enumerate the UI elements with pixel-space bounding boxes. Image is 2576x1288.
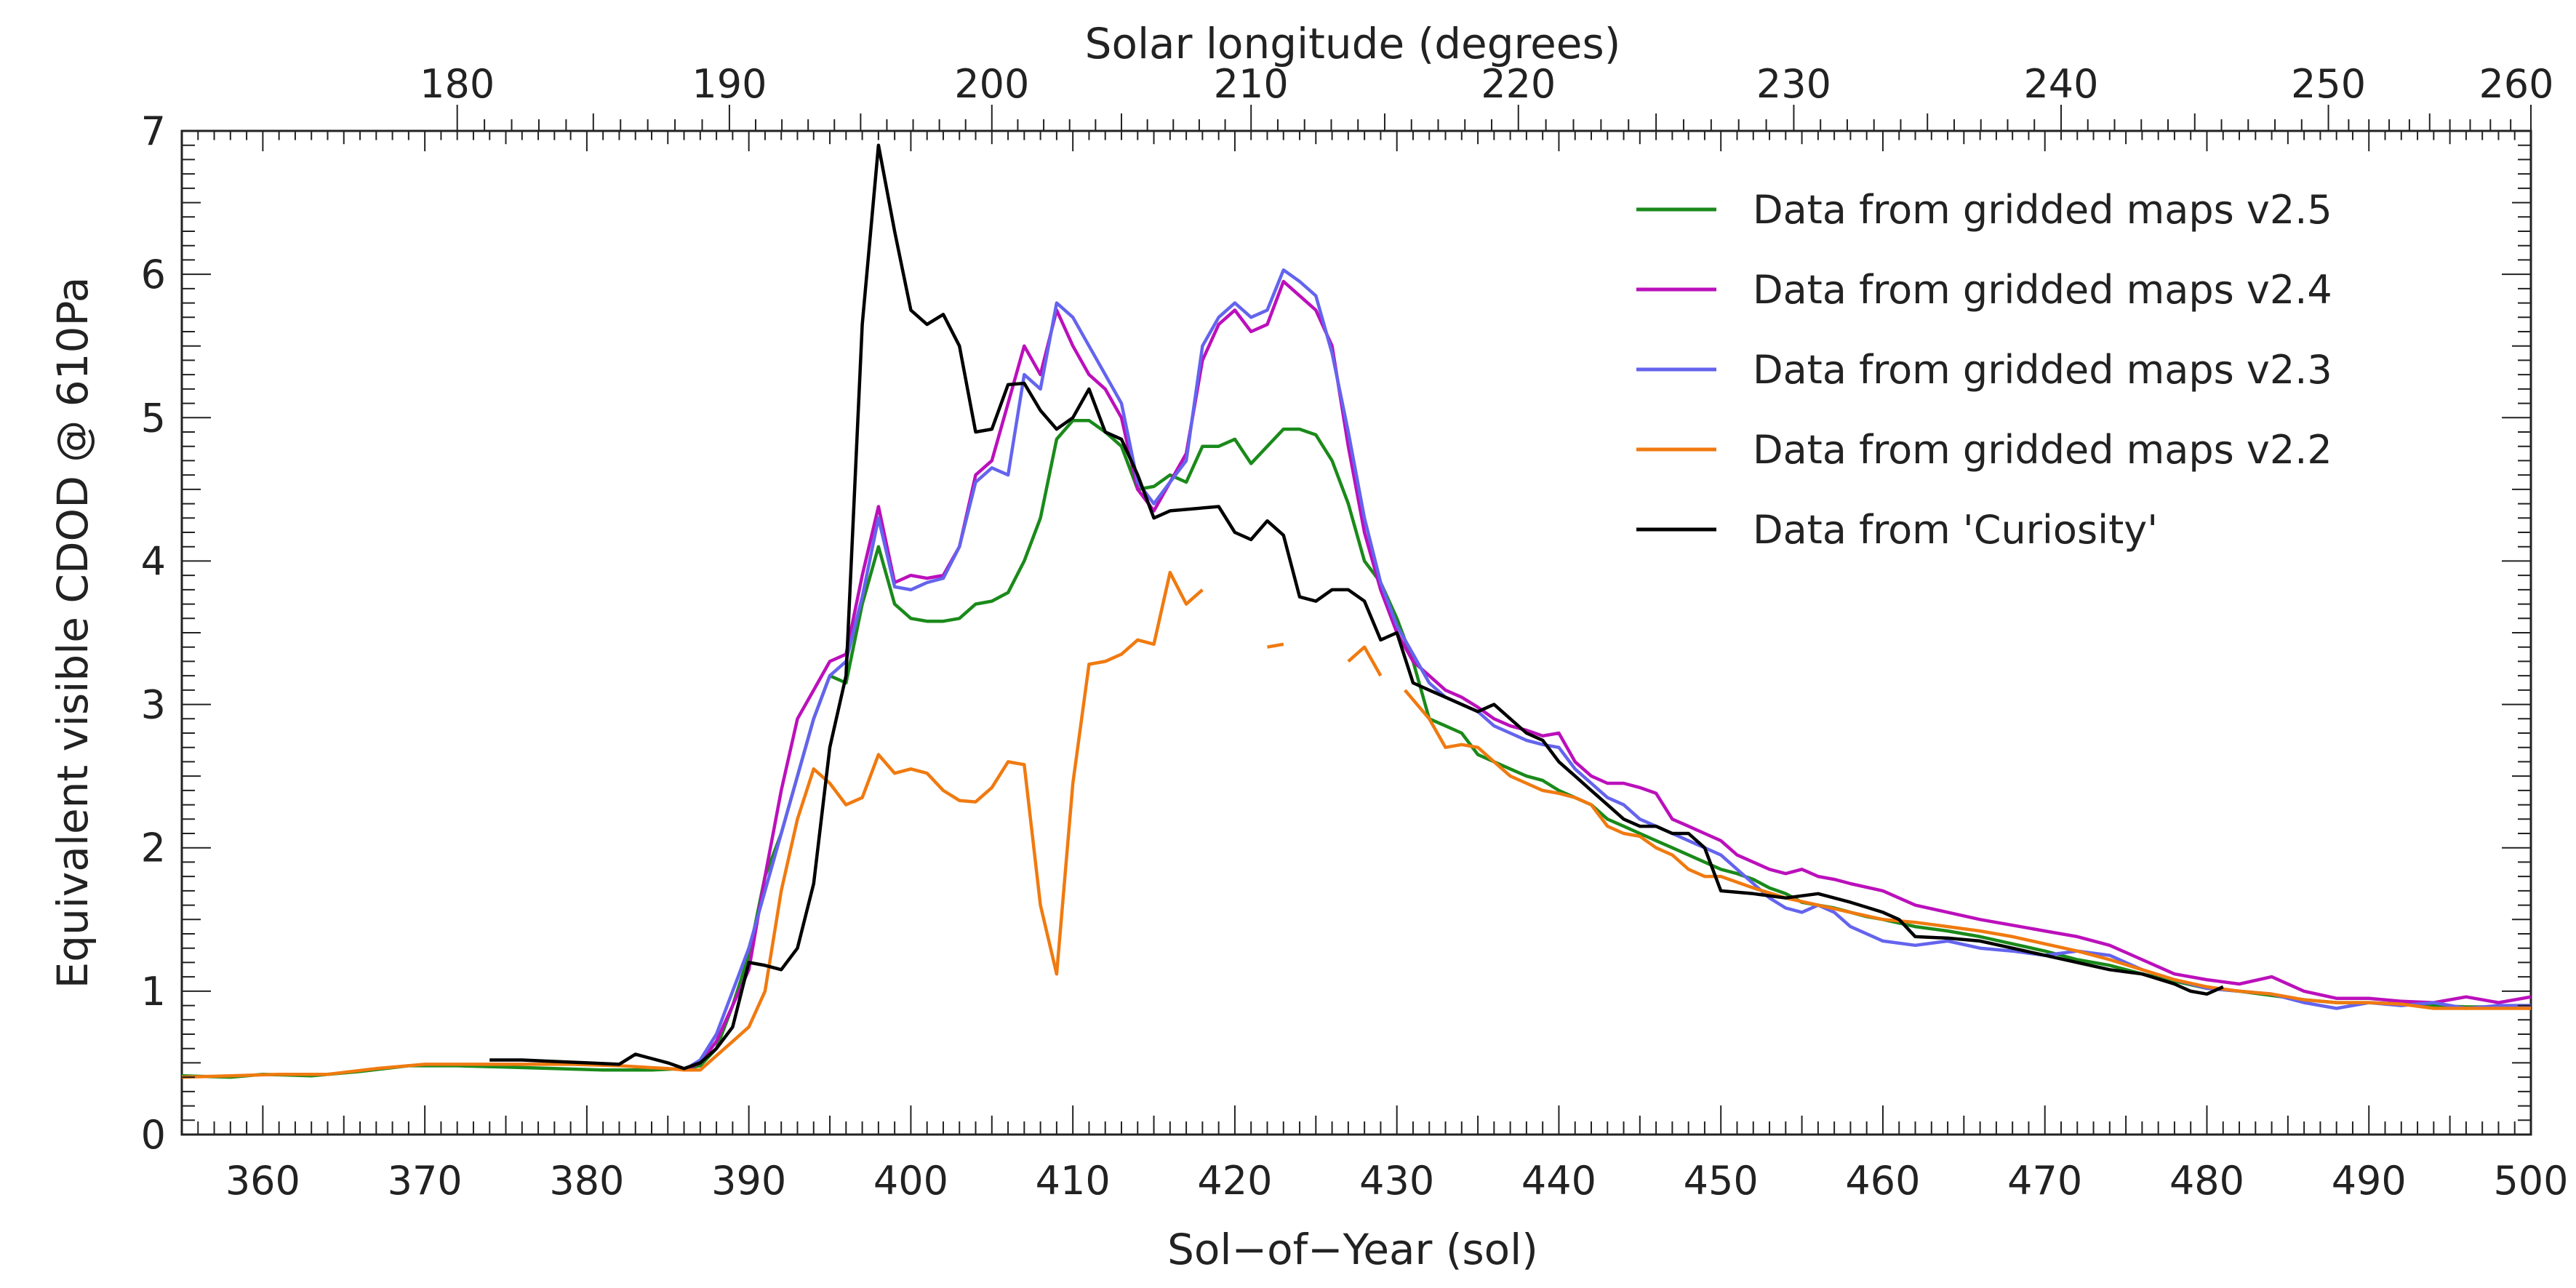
plot-area: 360 370 380 390 400 410 420 430 440 450 460 470 480 4… [141, 61, 2569, 1204]
series-line-1 [181, 418, 2532, 1079]
x-tick-label: 390 [711, 1158, 786, 1204]
top-tick-label: 190 [692, 61, 767, 107]
x-tick-label: 410 [1036, 1158, 1111, 1204]
top-tick-label: 260 [2479, 61, 2553, 107]
x-tick-label: 360 [225, 1158, 300, 1204]
series-line-4 [181, 570, 2531, 1079]
y-tick-label: 3 [141, 682, 166, 728]
y-axis-title: Equivalent visible CDOD @ 610Pa [48, 277, 97, 989]
legend-label: Data from gridded maps v2.3 [1753, 347, 2332, 393]
legend-label: Data from 'Curiosity' [1753, 507, 2158, 553]
series-line-2 [683, 279, 2532, 1072]
legend-label: Data from gridded maps v2.5 [1753, 187, 2332, 233]
top-tick-label: 240 [2023, 61, 2098, 107]
x-tick-label: 480 [2169, 1158, 2244, 1204]
top-tick-label: 180 [420, 61, 495, 107]
y-tick-label: 6 [141, 252, 166, 297]
y-tick-label: 7 [141, 108, 166, 154]
y-tick-label: 1 [141, 969, 166, 1015]
x-tick-label: 370 [388, 1158, 463, 1204]
x-tick-label: 460 [1845, 1158, 1920, 1204]
top-tick-label: 250 [2291, 61, 2366, 107]
top-tick-label: 230 [1756, 61, 1831, 107]
left-axis: 0 1 2 3 4 5 6 7 [141, 108, 2531, 1158]
x-tick-label: 430 [1359, 1158, 1434, 1204]
top-axis: 180 190 200 210 220 230 240 250 260 [420, 61, 2554, 131]
y-tick-label: 2 [141, 825, 166, 871]
x-tick-label: 490 [2332, 1158, 2407, 1204]
top-tick-label: 210 [1214, 61, 1289, 107]
series-line-5 [489, 143, 2224, 1071]
top-tick-label: 200 [954, 61, 1029, 107]
x-tick-label: 420 [1197, 1158, 1272, 1204]
x-tick-label: 380 [549, 1158, 624, 1204]
x-tick-label: 500 [2493, 1158, 2568, 1204]
legend: Data from gridded maps v2.5 Data from gri… [1636, 187, 2332, 553]
x-tick-label: 440 [1521, 1158, 1596, 1204]
x-tick-label: 450 [1684, 1158, 1759, 1204]
top-tick-label: 220 [1481, 61, 1556, 107]
legend-label: Data from gridded maps v2.4 [1753, 267, 2332, 313]
x-tick-label: 400 [873, 1158, 948, 1204]
y-tick-label: 4 [141, 538, 166, 584]
legend-label: Data from gridded maps v2.2 [1753, 427, 2332, 473]
top-axis-title: Solar longitude (degrees) [1085, 19, 1621, 68]
series-layer [181, 143, 2532, 1079]
bottom-axis: 360 370 380 390 400 410 420 430 440 450 460 470 480 4… [181, 131, 2569, 1204]
x-axis-title: Sol−of−Year (sol) [1167, 1225, 1538, 1274]
y-tick-label: 0 [141, 1112, 166, 1158]
y-tick-label: 5 [141, 395, 166, 441]
x-tick-label: 470 [2007, 1158, 2082, 1204]
